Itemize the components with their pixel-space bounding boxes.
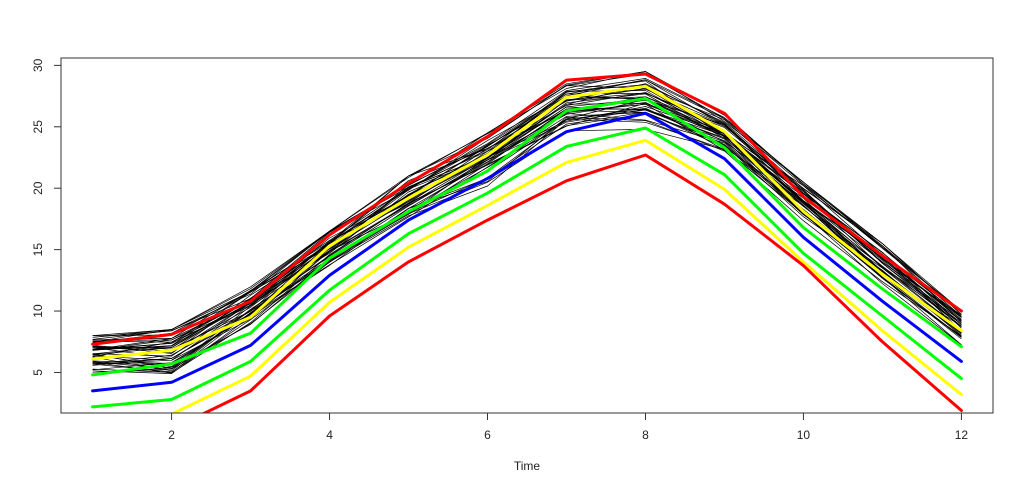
y-tick-label: 15 bbox=[31, 243, 45, 257]
background-curve bbox=[92, 96, 962, 350]
x-tick-label: 12 bbox=[955, 428, 969, 442]
x-tick-label: 6 bbox=[484, 428, 491, 442]
x-tick-label: 4 bbox=[326, 428, 333, 442]
background-curve bbox=[92, 84, 962, 355]
y-tick-label: 30 bbox=[31, 58, 45, 72]
x-axis: 2 4 6 8 10 12 bbox=[168, 413, 968, 442]
background-curve bbox=[92, 109, 962, 369]
series-line-6 bbox=[168, 138, 963, 413]
series-line-2 bbox=[91, 84, 963, 361]
plot-frame bbox=[60, 57, 994, 414]
series-line-3 bbox=[91, 97, 963, 377]
y-tick-label: 25 bbox=[31, 120, 45, 134]
series-line-4 bbox=[91, 111, 963, 393]
x-tick-label: 2 bbox=[168, 428, 175, 442]
series-line-5 bbox=[91, 126, 963, 409]
series-line-7 bbox=[201, 153, 963, 413]
background-curve bbox=[92, 108, 962, 365]
series-line-1 bbox=[91, 72, 963, 346]
y-axis: 5 10 15 20 25 30 bbox=[31, 58, 61, 376]
x-tick-label: 8 bbox=[642, 428, 649, 442]
background-curve bbox=[92, 85, 962, 340]
x-axis-title: Time bbox=[514, 459, 541, 473]
y-tick-label: 20 bbox=[31, 181, 45, 195]
highlighted-series bbox=[91, 72, 963, 413]
x-tick-label: 10 bbox=[797, 428, 811, 442]
y-tick-label: 5 bbox=[31, 369, 45, 376]
background-curve bbox=[92, 99, 962, 354]
background-curve bbox=[92, 102, 962, 372]
y-tick-label: 10 bbox=[31, 304, 45, 318]
